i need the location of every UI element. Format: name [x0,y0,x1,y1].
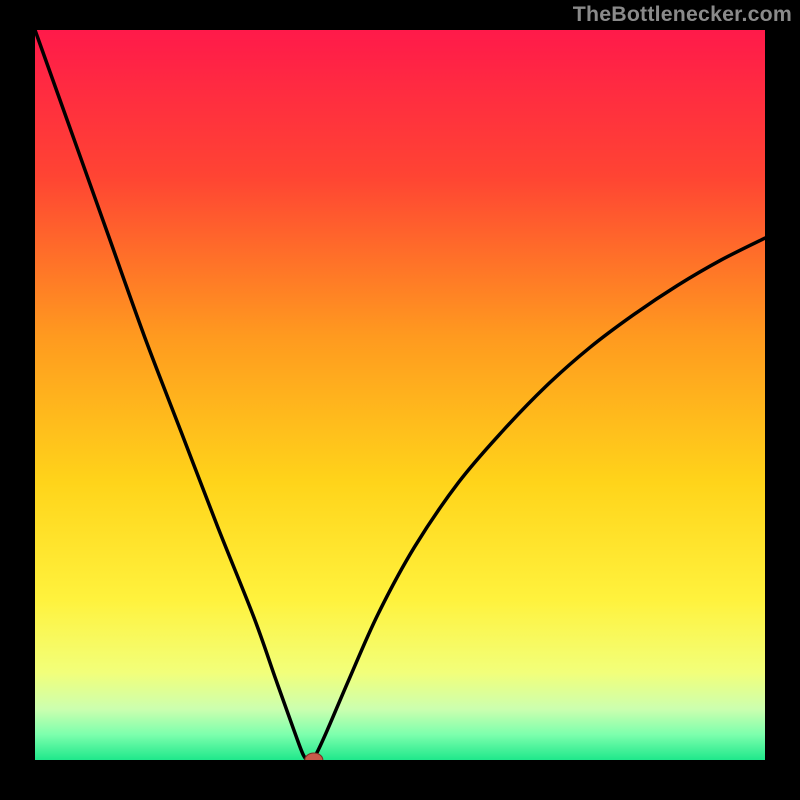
chart-frame: TheBottlenecker.com [0,0,800,800]
chart-background [35,30,765,760]
watermark-text: TheBottlenecker.com [573,2,792,27]
plot-area [35,30,765,760]
bottleneck-chart [35,30,765,760]
